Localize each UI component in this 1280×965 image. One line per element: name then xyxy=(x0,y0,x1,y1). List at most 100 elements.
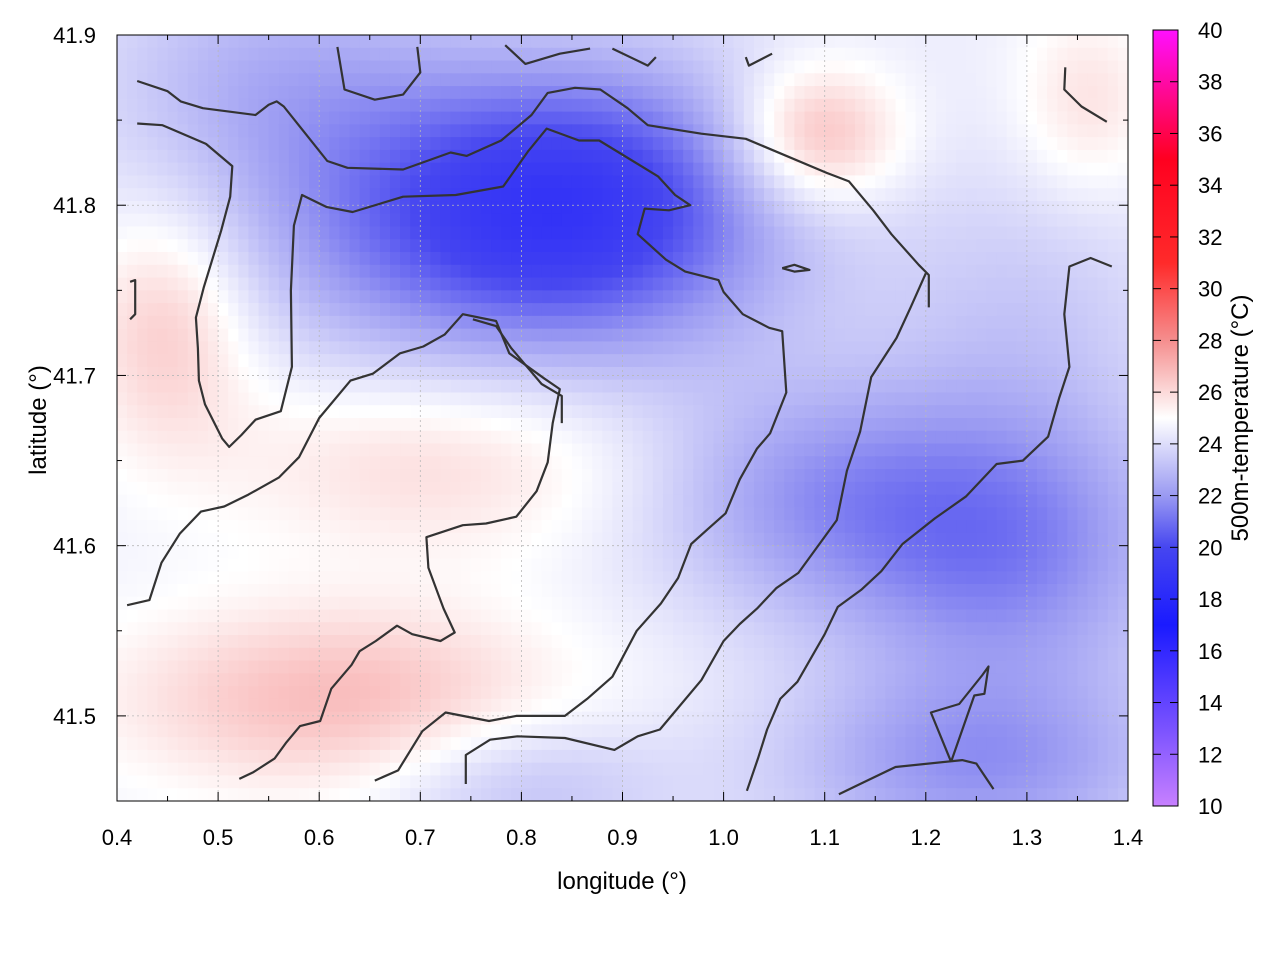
heat-cell xyxy=(359,596,371,611)
heat-cell xyxy=(288,609,300,623)
heat-cell xyxy=(753,596,765,611)
heat-cell xyxy=(541,571,553,585)
heat-cell xyxy=(733,264,745,279)
heat-cell xyxy=(582,73,593,87)
heat-cell xyxy=(622,622,634,636)
heat-cell xyxy=(824,507,836,521)
heat-cell xyxy=(137,47,148,62)
heat-cell xyxy=(531,252,543,266)
heat-cell xyxy=(288,149,300,164)
heat-cell xyxy=(420,520,432,534)
heat-cell xyxy=(956,469,967,483)
heat-cell xyxy=(612,622,624,636)
heat-cell xyxy=(319,635,330,649)
heat-cell xyxy=(794,137,806,151)
heat-cell xyxy=(996,583,1008,598)
heat-cell xyxy=(733,98,745,113)
heat-cell xyxy=(400,303,411,317)
heat-cell xyxy=(834,226,846,240)
heat-cell xyxy=(571,277,583,291)
heat-cell xyxy=(531,277,543,291)
heat-cell xyxy=(531,469,543,483)
heat-cell xyxy=(218,379,229,394)
heat-cell xyxy=(359,635,371,649)
heat-cell xyxy=(440,149,452,164)
heat-cell xyxy=(855,392,866,406)
heat-cell xyxy=(652,571,664,585)
heat-cell xyxy=(733,596,745,611)
heat-cell xyxy=(642,98,654,113)
heat-cell xyxy=(1097,379,1109,394)
heat-cell xyxy=(996,252,1008,266)
heat-cell xyxy=(794,481,806,496)
heat-cell xyxy=(511,73,522,87)
heat-cell xyxy=(410,507,421,521)
heat-cell xyxy=(389,469,401,483)
heat-cell xyxy=(824,213,836,228)
heat-cell xyxy=(228,86,239,100)
heat-cell xyxy=(662,596,674,611)
heat-cell xyxy=(127,213,138,228)
heat-cell xyxy=(379,86,391,100)
heat-cell xyxy=(966,73,977,87)
heat-cell xyxy=(966,175,977,189)
heat-cell xyxy=(1107,200,1119,215)
heat-cell xyxy=(157,494,169,508)
heat-cell xyxy=(966,456,977,470)
heat-cell xyxy=(935,137,947,151)
heat-cell xyxy=(430,418,442,432)
heat-cell xyxy=(369,239,381,253)
heat-cell xyxy=(662,379,674,394)
heat-cell xyxy=(571,596,583,611)
heat-cell xyxy=(1037,520,1048,534)
heat-cell xyxy=(703,366,715,381)
heat-cell xyxy=(774,86,785,100)
heat-cell xyxy=(551,264,563,279)
heat-cell xyxy=(662,73,674,87)
heat-cell xyxy=(410,35,421,49)
heat-cell xyxy=(248,35,260,49)
heat-cell xyxy=(1057,635,1068,649)
heat-cell xyxy=(501,315,512,330)
heat-cell xyxy=(946,277,957,291)
heat-cell xyxy=(865,418,876,432)
heat-cell xyxy=(905,290,917,304)
heat-cell xyxy=(632,647,644,662)
heat-cell xyxy=(1077,328,1089,342)
heat-cell xyxy=(379,622,391,636)
heat-cell xyxy=(157,239,169,253)
heat-cell xyxy=(996,532,1008,547)
heat-cell xyxy=(905,507,917,521)
heat-cell xyxy=(440,86,452,100)
heat-cell xyxy=(713,124,725,138)
heat-cell xyxy=(379,315,391,330)
heat-cell xyxy=(1117,290,1128,304)
heat-cell xyxy=(440,647,452,662)
heat-cell xyxy=(389,430,401,445)
heat-cell xyxy=(228,124,239,138)
heat-cell xyxy=(1117,35,1128,49)
heat-cell xyxy=(197,60,209,74)
heat-cell xyxy=(339,200,351,215)
heat-cell xyxy=(177,47,189,62)
heat-cell xyxy=(339,239,351,253)
heat-cell xyxy=(288,354,300,368)
heat-cell xyxy=(905,392,917,406)
heat-cell xyxy=(602,635,613,649)
heat-cell xyxy=(187,111,199,125)
heat-cell xyxy=(177,98,189,113)
heat-cell xyxy=(592,571,603,585)
heat-cell xyxy=(915,647,927,662)
heat-cell xyxy=(875,341,886,355)
heat-cell xyxy=(521,264,533,279)
heat-cell xyxy=(875,86,886,100)
heat-cell xyxy=(187,86,199,100)
heat-cell xyxy=(218,571,229,585)
heat-cell xyxy=(1077,558,1089,572)
heat-cell xyxy=(147,188,159,202)
heat-cell xyxy=(521,188,533,202)
heat-cell xyxy=(309,149,320,164)
heat-cell xyxy=(976,545,988,560)
heat-cell xyxy=(157,545,169,560)
heat-cell xyxy=(480,532,492,547)
